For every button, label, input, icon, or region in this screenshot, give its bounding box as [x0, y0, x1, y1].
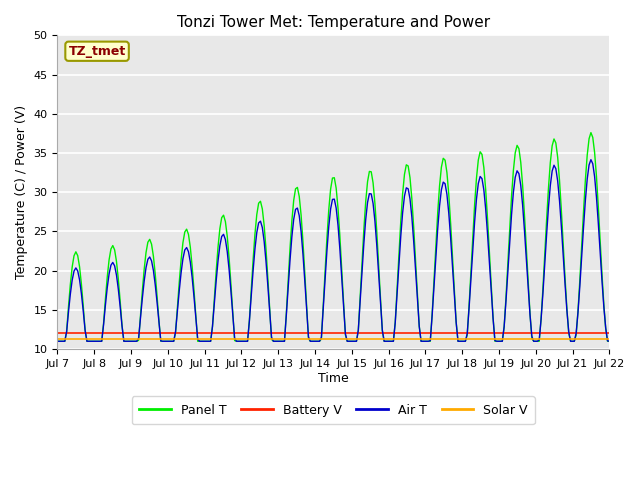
Air T — [587, 157, 595, 163]
Solar V — [382, 336, 390, 342]
Air T — [382, 338, 390, 344]
Air T — [56, 338, 63, 344]
Panel T — [587, 130, 595, 135]
Air T — [54, 338, 61, 344]
Panel T — [519, 182, 527, 188]
Title: Tonzi Tower Met: Temperature and Power: Tonzi Tower Met: Temperature and Power — [177, 15, 490, 30]
Air T — [392, 320, 399, 325]
Panel T — [554, 155, 561, 160]
Air T — [554, 178, 561, 184]
Air T — [519, 202, 527, 208]
Battery V — [56, 331, 63, 336]
Panel T — [392, 319, 399, 325]
Battery V — [54, 331, 61, 336]
Battery V — [605, 331, 613, 336]
Air T — [380, 338, 388, 344]
X-axis label: Time: Time — [318, 372, 349, 384]
Line: Air T: Air T — [58, 160, 609, 341]
Solar V — [54, 336, 61, 342]
Solar V — [380, 336, 388, 342]
Y-axis label: Temperature (C) / Power (V): Temperature (C) / Power (V) — [15, 105, 28, 279]
Panel T — [382, 338, 390, 344]
Text: TZ_tmet: TZ_tmet — [68, 45, 125, 58]
Panel T — [605, 338, 613, 344]
Legend: Panel T, Battery V, Air T, Solar V: Panel T, Battery V, Air T, Solar V — [132, 396, 535, 424]
Panel T — [54, 338, 61, 344]
Battery V — [519, 331, 527, 336]
Solar V — [519, 336, 527, 342]
Battery V — [392, 331, 399, 336]
Air T — [605, 338, 613, 344]
Solar V — [56, 336, 63, 342]
Battery V — [380, 331, 388, 336]
Line: Panel T: Panel T — [58, 132, 609, 341]
Battery V — [554, 331, 561, 336]
Battery V — [382, 331, 390, 336]
Panel T — [56, 338, 63, 344]
Solar V — [554, 336, 561, 342]
Panel T — [380, 338, 388, 344]
Solar V — [392, 336, 399, 342]
Solar V — [605, 336, 613, 342]
